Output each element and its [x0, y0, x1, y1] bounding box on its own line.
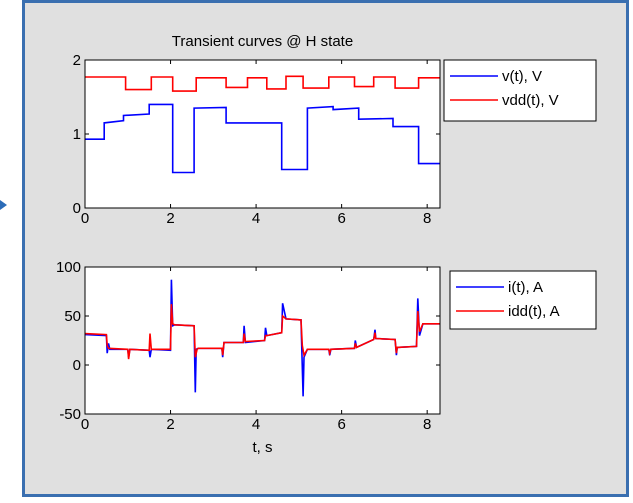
figure-panel: 0 2 4 6 8 0 1 2 Transient curves @ H state v(t), …: [22, 0, 629, 497]
y-tick-label: 0: [73, 357, 81, 374]
y-tick-label: 1: [73, 126, 81, 143]
x-tick-label: 6: [337, 210, 345, 227]
legend-box-0: [443, 59, 597, 122]
legend-entry: i(t), A: [508, 279, 543, 296]
x-tick-label: 2: [166, 416, 174, 433]
legend-entry: v(t), V: [502, 68, 542, 85]
x-tick-label: 4: [252, 416, 260, 433]
y-tick-label: 50: [64, 308, 81, 325]
x-tick-label: 0: [81, 210, 89, 227]
legend-entry: idd(t), A: [508, 303, 560, 320]
x-tick-label: 6: [337, 416, 345, 433]
legend-box-1: [449, 270, 597, 330]
y-tick-label: -50: [59, 406, 81, 423]
x-tick-label: 8: [423, 416, 431, 433]
chart-title: Transient curves @ H state: [172, 33, 353, 50]
series-line-a-0: [85, 103, 440, 174]
side-arrow-icon: [0, 200, 7, 210]
x-tick-label: 2: [166, 210, 174, 227]
plot-area-0: [85, 60, 440, 208]
legend-entry: vdd(t), V: [502, 92, 559, 109]
figure-canvas: 0 2 4 6 8 0 1 2 Transient curves @ H state v(t), …: [56, 33, 597, 456]
y-tick-label: 0: [73, 200, 81, 217]
x-tick-label: 0: [81, 416, 89, 433]
y-tick-label: 2: [73, 52, 81, 69]
x-tick-label: 8: [423, 210, 431, 227]
x-axis-label: t, s: [252, 439, 272, 456]
plot-frame-1: [84, 266, 441, 415]
series-line-b-0: [85, 75, 440, 92]
y-tick-label: 100: [56, 259, 81, 276]
x-tick-label: 4: [252, 210, 260, 227]
series-line-b-1: [85, 304, 440, 360]
